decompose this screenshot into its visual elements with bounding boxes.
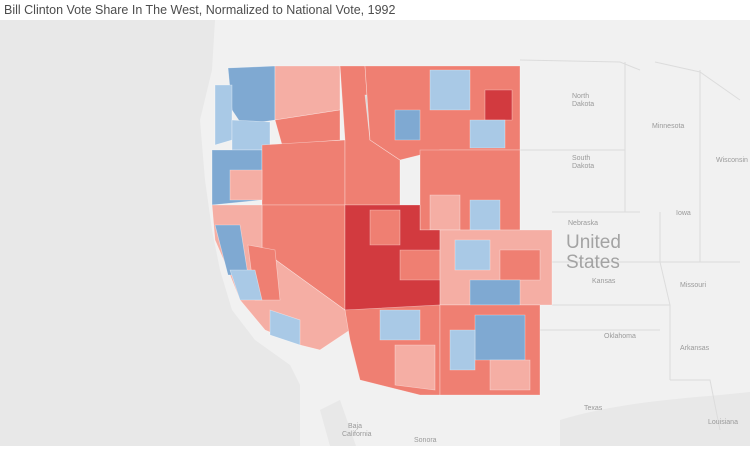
label-baja-california-line2: California (342, 431, 372, 438)
county-region[interactable] (229, 269, 263, 301)
country-label-line2: States (566, 252, 620, 273)
label-minnesota: Minnesota (652, 123, 684, 130)
county-region[interactable] (399, 249, 441, 281)
label-missouri: Missouri (680, 282, 707, 289)
place-labels: North Dakota South Dakota Minnesota Wisc… (342, 93, 748, 444)
pacific-ocean (0, 20, 300, 446)
county-region[interactable] (474, 314, 526, 361)
gulf-of-mexico (560, 392, 750, 446)
label-nebraska: Nebraska (568, 220, 598, 227)
county-region[interactable] (449, 329, 476, 371)
label-south-dakota-line1: South (572, 155, 590, 162)
county-choropleth[interactable] (211, 65, 553, 396)
state-boundaries (519, 59, 741, 431)
label-north-dakota-line2: Dakota (572, 101, 594, 108)
country-label: United States (566, 232, 621, 273)
county-region[interactable] (261, 139, 346, 206)
county-region[interactable] (429, 69, 471, 111)
label-wisconsin: Wisconsin (716, 157, 748, 164)
county-region[interactable] (274, 109, 341, 146)
county-region[interactable] (429, 194, 461, 231)
county-region[interactable] (469, 199, 501, 231)
label-north-dakota-line1: North (572, 93, 589, 100)
county-region[interactable] (394, 109, 421, 141)
label-kansas: Kansas (592, 278, 616, 285)
label-iowa: Iowa (676, 210, 691, 217)
county-region[interactable] (484, 89, 513, 121)
county-region[interactable] (229, 169, 263, 201)
county-region[interactable] (454, 239, 491, 271)
label-south-dakota-line2: Dakota (572, 163, 594, 170)
choropleth-map[interactable]: North Dakota South Dakota Minnesota Wisc… (0, 20, 750, 446)
county-region[interactable] (489, 359, 531, 391)
county-region[interactable] (469, 279, 521, 306)
label-texas: Texas (584, 405, 603, 412)
county-region[interactable] (394, 344, 436, 391)
label-sonora: Sonora (414, 437, 437, 444)
county-region[interactable] (379, 309, 421, 341)
label-baja-california-line1: Baja (348, 423, 362, 430)
label-louisiana: Louisiana (708, 419, 738, 426)
country-label-line1: United (566, 232, 621, 253)
county-region[interactable] (214, 84, 233, 146)
county-region[interactable] (499, 249, 541, 281)
county-region[interactable] (369, 209, 401, 246)
map-title: Bill Clinton Vote Share In The West, Nor… (4, 3, 396, 17)
label-arkansas: Arkansas (680, 345, 710, 352)
label-oklahoma: Oklahoma (604, 333, 636, 340)
county-region[interactable] (469, 119, 506, 149)
gulf-of-california (320, 400, 356, 446)
county-region[interactable] (269, 309, 301, 346)
